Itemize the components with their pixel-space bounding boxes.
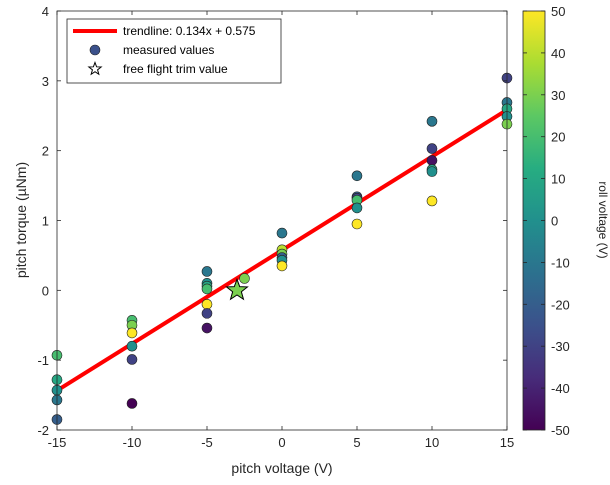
colorbar-tick-label: 50 xyxy=(551,4,565,19)
y-axis-label: pitch torque (µNm) xyxy=(13,162,29,278)
data-point xyxy=(201,308,213,319)
x-tick-label: -10 xyxy=(123,435,142,450)
y-tick-label: 3 xyxy=(42,74,49,89)
x-tick-label: 0 xyxy=(278,435,285,450)
data-point xyxy=(239,273,250,284)
y-tick-label: 4 xyxy=(42,4,49,19)
colorbar-tick-label: 20 xyxy=(551,130,565,145)
colorbar-tick-label: -10 xyxy=(551,255,570,270)
colorbar-tick-label: -40 xyxy=(551,381,570,396)
y-tick-label: -2 xyxy=(37,423,49,438)
colorbar-tick-label: 0 xyxy=(551,214,558,229)
x-tick-label: 5 xyxy=(353,435,360,450)
data-marks xyxy=(51,72,513,425)
y-tick-label: -1 xyxy=(37,353,49,368)
data-point xyxy=(126,327,138,339)
data-point xyxy=(351,170,363,182)
data-point xyxy=(201,283,213,295)
trim-point-star xyxy=(225,277,249,301)
data-point xyxy=(126,354,138,365)
data-point xyxy=(276,227,288,239)
y-tick-label: 0 xyxy=(42,283,49,298)
y-tick-label: 1 xyxy=(42,214,49,229)
colorbar-tick-label: 30 xyxy=(551,88,565,103)
colorbar-tick-label: -20 xyxy=(551,297,570,312)
legend-trim-label: free flight trim value xyxy=(123,62,228,76)
colorbar-tick-label: -50 xyxy=(551,423,570,438)
data-point xyxy=(351,202,363,214)
data-point xyxy=(201,266,213,277)
data-point xyxy=(426,116,438,127)
data-point xyxy=(351,218,363,230)
data-point xyxy=(276,260,288,272)
data-point xyxy=(201,322,213,334)
data-point xyxy=(126,398,138,409)
legend-trim-star-icon xyxy=(87,61,103,76)
y-tick-label: 2 xyxy=(42,144,49,159)
colorbar-label: roll voltage (V) xyxy=(596,181,610,258)
plot-frame xyxy=(56,10,508,431)
data-point xyxy=(201,298,213,310)
x-tick-label: 15 xyxy=(500,435,514,450)
legend-measured-swatch xyxy=(89,44,101,56)
data-point xyxy=(426,143,438,154)
colorbar-tick-label: 40 xyxy=(551,46,565,61)
x-tick-label: -15 xyxy=(48,435,67,450)
data-point xyxy=(426,166,438,177)
data-point xyxy=(426,155,438,166)
colorbar: -50 -40 -30 -20 -10 0 10 20 30 40 50 roll voltage … xyxy=(522,4,610,438)
legend-trendline-label: trendline: 0.134x + 0.575 xyxy=(123,24,256,38)
x-tick-label: -5 xyxy=(201,435,213,450)
data-point xyxy=(126,340,138,352)
legend: trendline: 0.134x + 0.575 measured value… xyxy=(66,18,282,84)
colorbar-tick-label: -30 xyxy=(551,339,570,354)
colorbar-tick-label: 10 xyxy=(551,172,565,187)
x-axis-label: pitch voltage (V) xyxy=(231,460,332,476)
x-tick-label: 10 xyxy=(425,435,439,450)
data-point xyxy=(426,195,438,207)
colorbar-ticks: -50 -40 -30 -20 -10 0 10 20 30 40 50 xyxy=(523,4,570,438)
legend-measured-label: measured values xyxy=(123,43,214,57)
